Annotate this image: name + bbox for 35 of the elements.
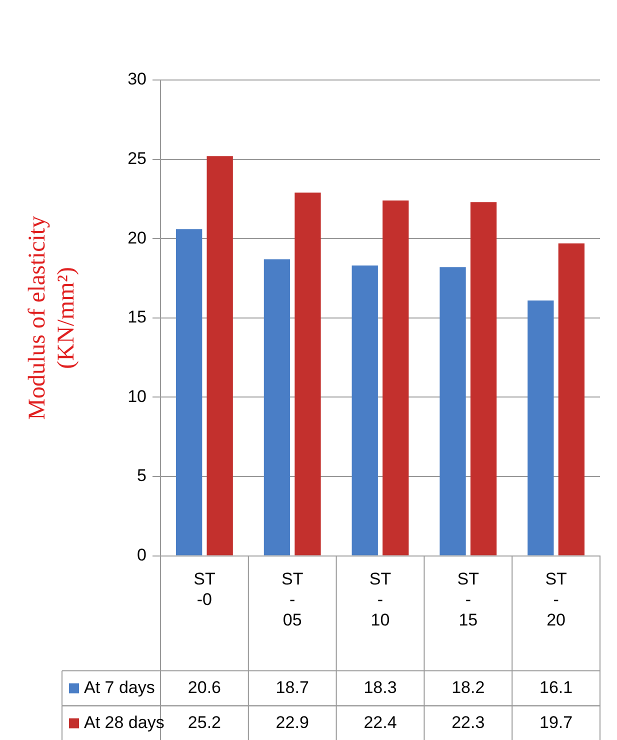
data-label: 22.4 — [364, 712, 397, 732]
x-tick-label: ST - 20 — [545, 570, 567, 630]
data-label: 22.3 — [452, 712, 485, 732]
y-tick-label: 15 — [128, 308, 147, 327]
data-label: 22.9 — [276, 712, 309, 732]
bar — [440, 267, 466, 556]
bar — [470, 202, 497, 556]
data-label: 18.7 — [276, 678, 309, 697]
y-axis-title: Modulus of elasticity (KN/mm²) — [24, 216, 80, 420]
data-label: 25.2 — [188, 712, 222, 732]
y-tick-label: 20 — [128, 228, 147, 248]
bar — [528, 300, 554, 556]
x-tick-label: ST -0 — [194, 570, 216, 610]
bar — [206, 156, 233, 556]
data-label: 18.3 — [364, 678, 397, 697]
data-label: 18.2 — [452, 678, 485, 697]
x-tick-label: ST - 15 — [457, 570, 480, 630]
x-tick-label: ST - 05 — [281, 570, 304, 630]
bar — [352, 266, 378, 556]
x-tick-label: ST - 10 — [369, 570, 392, 630]
bar — [382, 200, 409, 556]
legend-label: At 28 days — [84, 712, 164, 732]
y-tick-label: 5 — [137, 466, 147, 486]
legend-label: At 7 days — [84, 678, 155, 697]
bar — [294, 192, 321, 556]
y-tick-label: 25 — [128, 148, 147, 168]
y-tick-label: 10 — [128, 386, 147, 406]
data-label: 19.7 — [540, 712, 573, 732]
y-tick-label: 0 — [137, 545, 147, 564]
y-tick-label: 30 — [128, 70, 147, 89]
data-label: 16.1 — [540, 678, 573, 697]
bar — [176, 229, 202, 556]
bar — [558, 243, 585, 556]
data-label: 20.6 — [188, 678, 222, 697]
bar — [264, 259, 290, 556]
